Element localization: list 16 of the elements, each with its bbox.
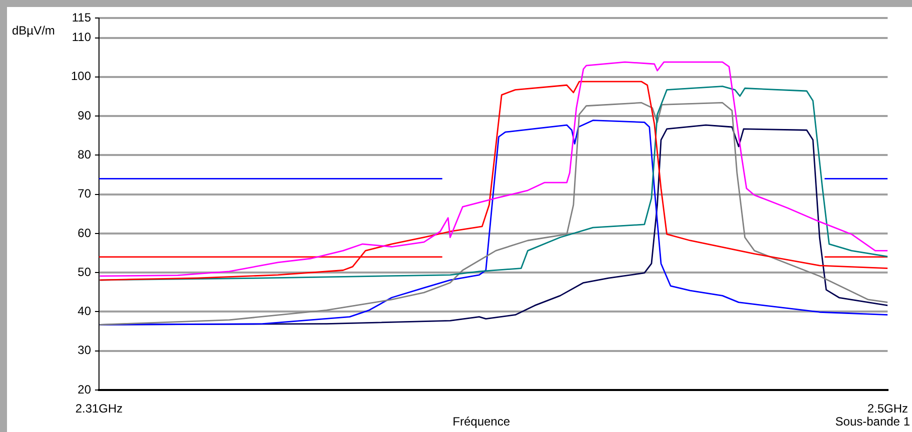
y-tick-label: 70	[78, 186, 92, 201]
y-tick-label: 90	[78, 108, 92, 122]
y-tick-label: 20	[78, 382, 92, 396]
x-axis-title: Fréquence	[452, 414, 510, 428]
y-tick-label: 50	[78, 264, 92, 279]
y-tick-label: 100	[70, 69, 92, 84]
x-tick-label: 2.31GHz	[75, 402, 123, 416]
y-tick-label: 60	[78, 226, 92, 240]
y-tick-label: 30	[78, 343, 92, 358]
x-tick-label: 2.5GHz	[867, 402, 908, 416]
y-axis-title: dBµV/m	[12, 23, 55, 38]
y-tick-label: 80	[78, 147, 92, 162]
y-tick-label: 115	[72, 10, 92, 25]
text: Sous-bande 1	[835, 414, 910, 428]
y-tick-label: 110	[72, 30, 92, 44]
y-tick-label: 40	[78, 304, 92, 318]
